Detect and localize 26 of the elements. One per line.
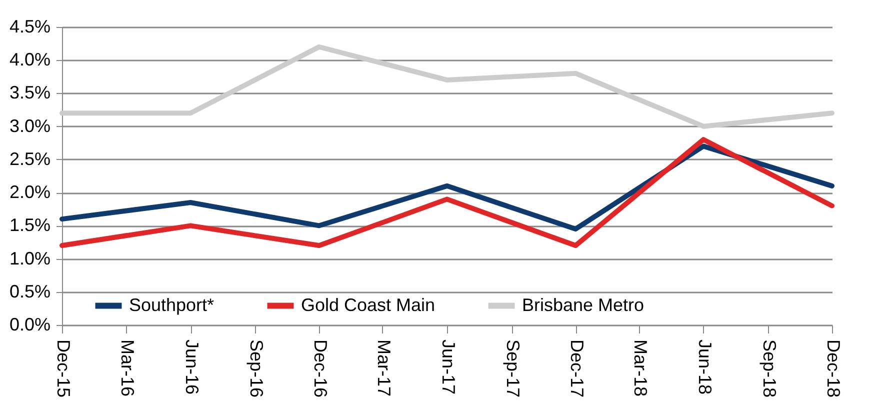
y-tick-label: 0.0% [9, 314, 50, 334]
y-tick-label: 3.0% [9, 116, 50, 136]
legend-label: Gold Coast Main [301, 294, 436, 315]
y-tick-label: 2.5% [9, 148, 50, 169]
x-tick-label: Dec-17 [567, 340, 588, 398]
legend-label: Southport* [129, 294, 214, 315]
y-tick-label: 3.5% [9, 82, 50, 103]
x-tick-label: Sep-16 [246, 340, 267, 398]
x-tick-label: Mar-17 [374, 340, 394, 397]
y-tick-label: 1.0% [9, 248, 50, 268]
y-tick-label: 1.5% [9, 215, 50, 236]
x-tick-label: Jun-18 [694, 340, 715, 395]
x-tick-label: Dec-15 [54, 340, 74, 398]
x-tick-label: Mar-18 [630, 340, 650, 397]
x-tick-label: Jun-17 [438, 340, 458, 395]
y-tick-label: 2.0% [9, 182, 50, 202]
legend-label: Brisbane Metro [522, 294, 644, 315]
y-tick-label: 0.5% [9, 281, 50, 302]
x-tick-label: Mar-16 [117, 340, 138, 397]
y-tick-label: 4.5% [9, 16, 50, 36]
x-tick-label: Sep-18 [760, 340, 780, 398]
x-tick-label: Jun-16 [182, 340, 202, 395]
x-tick-label: Dec-16 [310, 340, 331, 398]
x-tick-label: Sep-17 [503, 340, 524, 398]
y-tick-label: 4.0% [9, 50, 50, 70]
x-tick-label: Dec-18 [824, 340, 844, 398]
